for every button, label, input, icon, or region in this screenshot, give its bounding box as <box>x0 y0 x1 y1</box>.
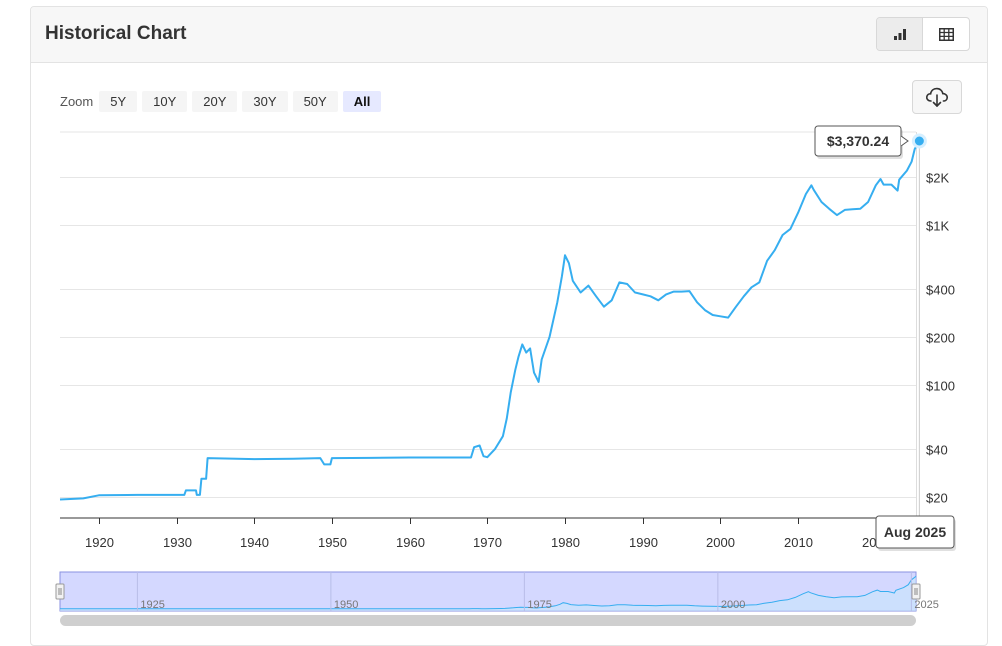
date-tooltip-box <box>875 515 955 549</box>
x-tick-label: 2010 <box>784 535 813 550</box>
zoom-20y-button[interactable]: 20Y <box>192 90 238 112</box>
value-tooltip-arrow <box>900 135 909 147</box>
last-point-marker[interactable] <box>911 133 927 149</box>
zoom-30y-button[interactable]: 30Y <box>242 90 288 112</box>
navigator-area <box>60 576 916 611</box>
navigator-scrollbar[interactable] <box>60 615 916 626</box>
zoom-bar: Zoom 5Y 10Y 20Y 30Y 50Y All <box>60 90 386 112</box>
bar-chart-icon <box>893 29 906 40</box>
price-chart[interactable]: $20 $40 $100 $200 $400 $1K $2K 1920 1930 1940 195… <box>0 0 1002 633</box>
navigator[interactable]: 1925 1950 1975 2000 2025 <box>55 571 939 626</box>
date-tooltip-label: Aug 2025 <box>884 524 946 540</box>
tooltips: $3,370.24 Aug 2025 <box>814 125 956 551</box>
y-tick-label: $200 <box>926 331 955 346</box>
panel-title: Historical Chart <box>45 23 187 44</box>
view-toggle <box>876 17 970 51</box>
zoom-all-button[interactable]: All <box>342 90 382 112</box>
cloud-download-icon <box>925 87 949 107</box>
value-tooltip-label: $3,370.24 <box>827 133 889 149</box>
x-tick-label: 1950 <box>318 535 347 550</box>
x-tick-label: 1990 <box>629 535 658 550</box>
zoom-50y-button[interactable]: 50Y <box>292 90 338 112</box>
download-button[interactable] <box>912 80 962 114</box>
zoom-label: Zoom <box>60 93 94 109</box>
chart-view-button[interactable] <box>877 18 923 50</box>
y-tick-label: $40 <box>926 443 948 458</box>
x-tick-label: 1920 <box>85 535 114 550</box>
gridlines <box>60 131 917 518</box>
y-tick-label: $1K <box>926 219 949 234</box>
table-view-button[interactable] <box>923 18 969 50</box>
navigator-handle-left[interactable] <box>55 583 65 600</box>
x-tick-label: 1960 <box>396 535 425 550</box>
navigator-label: 1975 <box>527 599 551 611</box>
y-tick-label: $400 <box>926 283 955 298</box>
y-axis: $20 $40 $100 $200 $400 $1K $2K <box>926 171 955 506</box>
x-tick-label: 1970 <box>473 535 502 550</box>
price-line <box>59 140 921 501</box>
zoom-10y-button[interactable]: 10Y <box>142 90 188 112</box>
navigator-label: 1925 <box>140 599 164 611</box>
x-axis: 1920 1930 1940 1950 1960 1970 1980 1990 2000 2010… <box>60 517 916 550</box>
y-tick-label: $2K <box>926 171 949 186</box>
y-tick-label: $20 <box>926 491 948 506</box>
zoom-5y-button[interactable]: 5Y <box>99 90 138 112</box>
panel-header: Historical Chart <box>31 7 987 63</box>
y-tick-label: $100 <box>926 379 955 394</box>
navigator-line <box>60 575 917 610</box>
navigator-label: 1950 <box>334 599 358 611</box>
x-tick-label: 1980 <box>551 535 580 550</box>
x-tick-label: 1930 <box>163 535 192 550</box>
series-group <box>59 140 921 501</box>
historical-chart-panel: Historical Chart <box>30 6 988 646</box>
navigator-label: 2000 <box>721 599 745 611</box>
x-tick-label: 1940 <box>240 535 269 550</box>
x-tick-label: 2000 <box>706 535 735 550</box>
table-icon <box>938 27 954 41</box>
navigator-label: 2025 <box>914 599 938 611</box>
navigator-handle-right[interactable] <box>911 583 921 600</box>
